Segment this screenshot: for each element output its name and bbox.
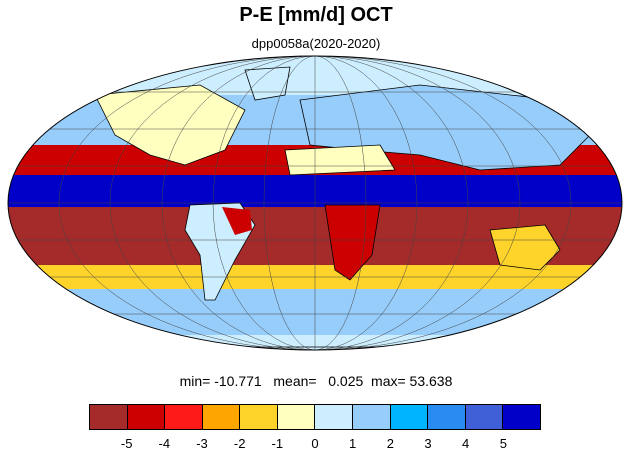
colorbar-box xyxy=(277,405,316,429)
colorbar-tick-label: -5 xyxy=(120,436,133,451)
colorbar xyxy=(89,404,541,430)
colorbar-tick-label: 4 xyxy=(462,436,470,451)
colorbar-box xyxy=(240,405,278,429)
colorbar-box xyxy=(353,405,391,429)
colorbar-box xyxy=(127,405,166,429)
colorbar-tick-label: 1 xyxy=(349,436,357,451)
colorbar-box xyxy=(165,405,203,429)
graticule xyxy=(8,56,622,350)
mollweide-map xyxy=(7,55,623,351)
plot-subtitle: dpp0058a(2020-2020) xyxy=(251,36,381,51)
colorbar-tick-label: 2 xyxy=(386,436,394,451)
colorbar-tick-label: -4 xyxy=(158,436,171,451)
globe-outline xyxy=(7,55,623,351)
colorbar-tick-label: 0 xyxy=(311,436,319,451)
land-antarctica xyxy=(59,346,581,350)
stats-line: min= -10.771 mean= 0.025 max= 53.638 xyxy=(179,373,453,389)
colorbar-labels: -5 -4 -3 -2 -1 0 1 2 3 4 5 xyxy=(89,436,541,454)
band-southern-ocean xyxy=(8,289,622,335)
colorbar-tick-label: -1 xyxy=(271,436,284,451)
band-itcz xyxy=(8,175,622,207)
land-amazon-dry xyxy=(222,207,252,235)
colorbar-tick-label: -2 xyxy=(233,436,246,451)
colorbar-tick-label: 5 xyxy=(499,436,507,451)
land-sahara xyxy=(284,144,396,176)
colorbar-box xyxy=(465,405,504,429)
colorbar-tick-label: 3 xyxy=(424,436,432,451)
colorbar-box xyxy=(315,405,354,429)
land-north-america xyxy=(94,84,246,166)
land-australia xyxy=(489,224,561,271)
colorbar-box xyxy=(503,405,540,429)
plot-title: P-E [mm/d] OCT xyxy=(239,4,393,26)
band-arctic xyxy=(8,56,622,95)
colorbar-tick-label: -3 xyxy=(196,436,208,451)
colorbar-box xyxy=(90,405,128,429)
colorbar-box xyxy=(428,405,466,429)
colorbar-box xyxy=(390,405,429,429)
colorbar-box xyxy=(202,405,241,429)
